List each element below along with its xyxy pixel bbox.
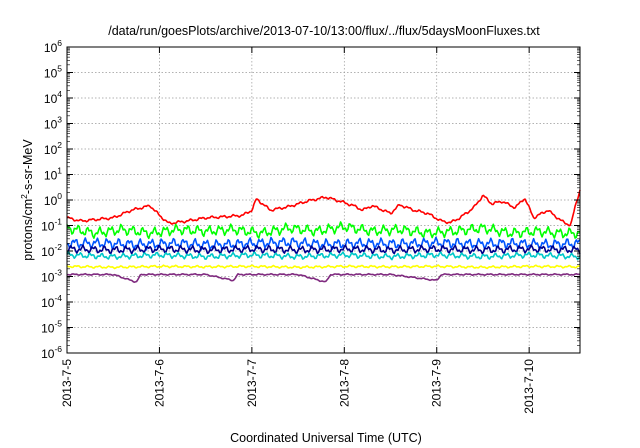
x-tick-label: 2013-7-9 — [430, 359, 444, 407]
grid — [67, 47, 580, 353]
y-tick-label: 106 — [44, 38, 62, 55]
y-tick-label-base: 10 — [44, 92, 58, 106]
y-tick-label-exp: -1 — [54, 217, 62, 227]
y-tick-label-base: 10 — [44, 118, 58, 132]
chart-title: /data/run/goesPlots/archive/2013-07-10/1… — [108, 24, 540, 38]
series-line — [66, 189, 581, 227]
x-axis-label: Coordinated Universal Time (UTC) — [230, 431, 422, 445]
x-axis-tick-labels: 2013-7-5 2013-7-6 2013-7-7 2013-7-8 2013-7-9… — [60, 359, 536, 414]
y-tick-label: 10-3 — [41, 268, 62, 285]
y-tick-label: 102 — [44, 140, 62, 157]
y-axis-label: protons/cm2-s-sr-MeV — [19, 139, 35, 261]
y-tick-label: 10-2 — [41, 242, 62, 259]
y-tick-label-exp: -2 — [54, 242, 62, 252]
y-tick-label-exp: 6 — [57, 38, 62, 48]
y-tick-label-exp: -5 — [54, 319, 62, 329]
y-tick-label-exp: 4 — [57, 89, 62, 99]
series-layer — [66, 189, 581, 283]
y-tick-label: 10-4 — [41, 293, 62, 310]
y-tick-label-exp: -3 — [54, 268, 62, 278]
y-axis-label-base: protons/cm — [21, 199, 35, 261]
y-tick-label-base: 10 — [41, 347, 55, 361]
series-line — [66, 264, 581, 270]
y-axis-tick-labels: 10-610-510-410-310-210-11001011021031041… — [41, 38, 62, 361]
y-tick-label-exp: 0 — [57, 191, 62, 201]
x-tick-label: 2013-7-7 — [245, 359, 259, 407]
x-tick-label: 2013-7-6 — [152, 359, 166, 407]
y-tick-label: 103 — [44, 115, 62, 132]
y-axis-label-rest: -s-sr-MeV — [21, 139, 35, 195]
y-tick-label: 101 — [44, 166, 62, 183]
series-line — [66, 244, 581, 255]
x-tick-label: 2013-7-5 — [60, 359, 74, 407]
y-tick-label-base: 10 — [44, 143, 58, 157]
x-tick-label: 2013-7-8 — [337, 359, 351, 407]
y-tick-label-base: 10 — [41, 322, 55, 336]
y-tick-label-base: 10 — [44, 169, 58, 183]
y-tick-label: 10-6 — [41, 344, 62, 361]
y-tick-label-exp: 2 — [57, 140, 62, 150]
y-tick-label-base: 10 — [44, 194, 58, 208]
y-tick-label-exp: 3 — [57, 115, 62, 125]
series-line — [66, 272, 580, 283]
y-tick-label-base: 10 — [44, 67, 58, 81]
y-tick-label-base: 10 — [41, 296, 55, 310]
y-axis-label-sup: 2 — [19, 194, 29, 199]
y-tick-label-base: 10 — [41, 245, 55, 259]
y-tick-label-base: 10 — [44, 41, 58, 55]
y-tick-label: 104 — [44, 89, 62, 106]
y-tick-label-exp: 5 — [57, 64, 62, 74]
y-tick-label-exp: -4 — [54, 293, 62, 303]
series-line — [66, 251, 581, 261]
y-tick-label-exp: -6 — [54, 344, 62, 354]
y-tick-label-base: 10 — [41, 271, 55, 285]
series-line — [66, 236, 581, 251]
axis-ticks — [66, 46, 580, 354]
y-tick-label: 105 — [44, 64, 62, 81]
series-line — [66, 221, 581, 240]
x-tick-label: 2013-7-10 — [522, 359, 536, 414]
y-tick-label-exp: 1 — [57, 166, 62, 176]
y-tick-label: 10-1 — [41, 217, 62, 234]
y-tick-label: 100 — [44, 191, 62, 208]
y-tick-label-base: 10 — [41, 220, 55, 234]
y-tick-label: 10-5 — [41, 319, 62, 336]
